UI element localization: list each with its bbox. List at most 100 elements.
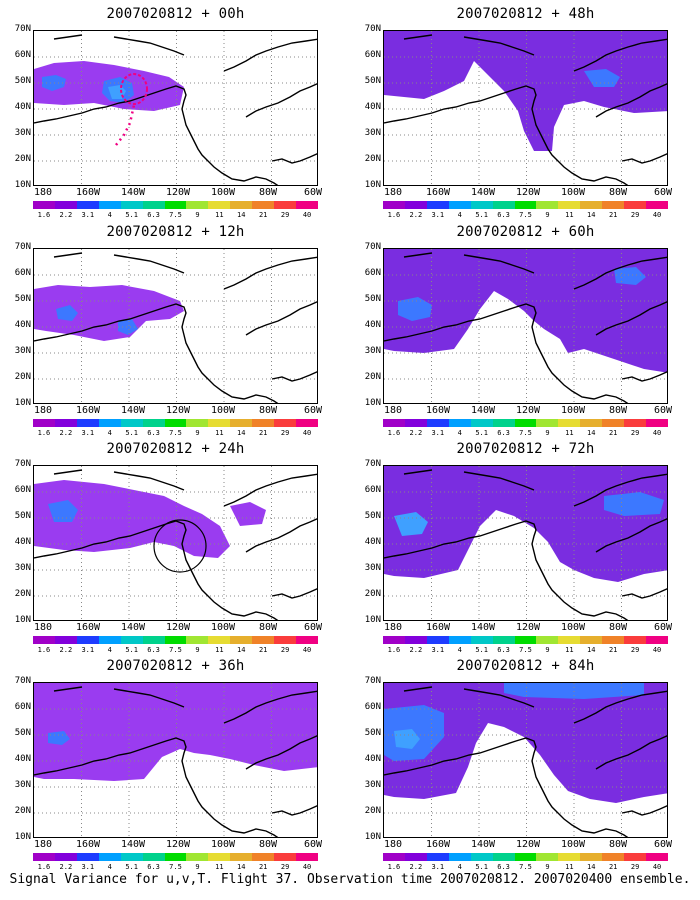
lon-label: 140W: [470, 187, 496, 198]
colorbar-swatch: [514, 853, 537, 861]
coastline: [573, 256, 667, 382]
coastline: [53, 686, 185, 708]
lat-label: 30N: [14, 563, 31, 573]
variance-region: [48, 500, 78, 522]
colorbar-swatch: [296, 419, 318, 427]
colorbar-swatch: [448, 636, 471, 644]
colorbar-swatch: [426, 419, 449, 427]
lon-label: 60W: [653, 622, 673, 633]
colorbar-swatch: [404, 636, 427, 644]
colorbar-label: 21: [608, 211, 618, 219]
coastline: [573, 473, 667, 599]
lat-label: 20N: [364, 806, 381, 816]
lat-label: 20N: [364, 154, 381, 164]
lat-label: 10N: [14, 398, 31, 408]
colorbar-swatch: [230, 853, 253, 861]
colorbar-label: 6.3: [147, 646, 160, 654]
colorbar-label: 21: [608, 429, 618, 437]
colorbar-swatch: [448, 853, 471, 861]
colorbar-swatch: [164, 419, 187, 427]
colorbar-swatch: [580, 201, 603, 209]
colorbar-label: 7.5: [519, 211, 532, 219]
colorbar-swatch: [230, 636, 253, 644]
colorbar-swatch: [142, 201, 165, 209]
lon-label: 60W: [303, 405, 323, 416]
colorbar-label: 11: [565, 863, 574, 871]
colorbar-swatch: [470, 853, 493, 861]
variance-region: [230, 502, 266, 526]
colorbar-swatch: [33, 853, 55, 861]
colorbar-swatch: [120, 853, 143, 861]
lon-label: 80W: [258, 622, 278, 633]
lat-label: 10N: [364, 615, 381, 625]
colorbar-label: 3.1: [81, 211, 95, 219]
map-canvas: [34, 31, 317, 185]
colorbar-label: 11: [565, 211, 574, 219]
lat-label: 70N: [364, 676, 381, 686]
coastline: [384, 85, 629, 185]
lat-label: 10N: [14, 180, 31, 190]
coastline: [223, 256, 317, 382]
lat-label: 30N: [364, 346, 381, 356]
coastline: [403, 34, 535, 56]
colorbar: [33, 636, 318, 644]
colorbar-label: 14: [587, 211, 596, 219]
colorbar-label: 1.6: [387, 863, 401, 871]
lon-label: 80W: [258, 839, 278, 850]
variance-region: [48, 731, 70, 745]
colorbar-swatch: [252, 636, 275, 644]
lon-label: 80W: [608, 187, 628, 198]
colorbar-label: 6.3: [147, 429, 160, 437]
colorbar-label: 21: [608, 863, 618, 871]
colorbar-swatch: [383, 636, 405, 644]
colorbar: [33, 853, 318, 861]
colorbar-label: 40: [302, 211, 312, 219]
colorbar-label: 6.3: [497, 429, 510, 437]
colorbar-swatch: [536, 636, 559, 644]
map-panel-00h: [33, 30, 318, 186]
lon-label: 120W: [165, 622, 191, 633]
lat-label: 20N: [14, 589, 31, 599]
colorbar-swatch: [252, 201, 275, 209]
lon-label: 60W: [653, 187, 673, 198]
colorbar-label: 40: [302, 429, 312, 437]
colorbar-label: 4: [107, 211, 112, 219]
colorbar-label: 4: [107, 646, 112, 654]
colorbar-swatch: [492, 636, 515, 644]
colorbar-swatch: [208, 419, 231, 427]
lon-label: 180: [383, 187, 403, 198]
colorbar-label: 3.1: [431, 429, 445, 437]
lat-label: 40N: [364, 537, 381, 547]
lat-label: 70N: [14, 459, 31, 469]
colorbar-swatch: [252, 419, 275, 427]
lon-label: 180: [33, 187, 53, 198]
colorbar-label: 5.1: [475, 646, 488, 654]
colorbar-swatch: [296, 853, 318, 861]
colorbar-swatch: [646, 853, 668, 861]
colorbar-label: 9: [545, 211, 550, 219]
lat-label: 40N: [14, 102, 31, 112]
colorbar-swatch: [274, 201, 297, 209]
lon-label: 160W: [75, 622, 101, 633]
lat-label: 30N: [14, 346, 31, 356]
colorbar-swatch: [208, 636, 231, 644]
lon-label: 100W: [210, 839, 236, 850]
coastline: [384, 737, 629, 837]
colorbar-label: 7.5: [169, 429, 182, 437]
lon-label: 120W: [165, 405, 191, 416]
lat-label: 50N: [364, 76, 381, 86]
lon-label: 160W: [425, 405, 451, 416]
lat-label: 40N: [14, 537, 31, 547]
lon-label: 60W: [303, 839, 323, 850]
colorbar-swatch: [33, 636, 55, 644]
colorbar-swatch: [448, 419, 471, 427]
colorbar-label: 7.5: [519, 646, 532, 654]
lat-label: 50N: [14, 294, 31, 304]
lon-label: 120W: [515, 839, 541, 850]
colorbar-label: 2.2: [409, 429, 423, 437]
colorbar-swatch: [54, 419, 77, 427]
colorbar-label: 40: [652, 863, 662, 871]
colorbar-label: 2.2: [409, 646, 423, 654]
lon-label: 80W: [258, 405, 278, 416]
